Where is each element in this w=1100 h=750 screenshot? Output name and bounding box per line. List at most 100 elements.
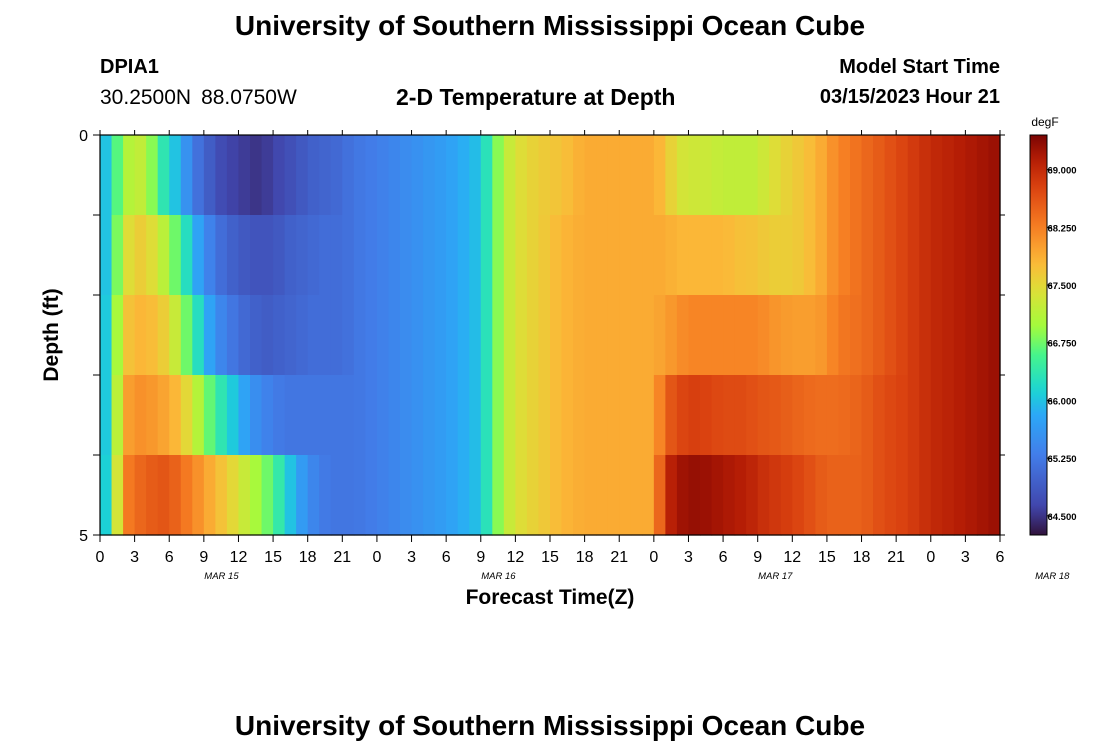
heatmap-cell	[319, 455, 332, 536]
heatmap-cell	[296, 455, 309, 536]
heatmap-cell	[526, 375, 540, 456]
heatmap-cell	[123, 375, 136, 456]
heatmap-cell	[976, 295, 990, 376]
x-tick-label: 15	[541, 549, 559, 566]
heatmap-cell	[146, 375, 159, 456]
x-tick-label: 9	[753, 549, 762, 566]
heatmap-cell	[976, 215, 990, 296]
heatmap-cell	[226, 375, 240, 456]
heatmap-cell	[642, 135, 655, 216]
heatmap-cell	[376, 375, 390, 456]
heatmap-cell	[238, 455, 251, 536]
heatmap-cell	[584, 375, 597, 456]
heatmap-cell	[238, 295, 251, 376]
heatmap-cell	[838, 135, 851, 216]
heatmap-cell	[584, 295, 597, 376]
heatmap-cell	[469, 215, 482, 296]
heatmap-cell	[100, 295, 113, 376]
y-axis: 05	[79, 128, 1005, 545]
x-axis: 0 3 6 9 12 15 18 21 0 3 6 9 12 15 18 21 0 3 6 9 12 15 18 21 0 3 6 M…	[96, 130, 1070, 582]
heatmap-cell	[446, 295, 459, 376]
x-tick-label: 21	[887, 549, 905, 566]
heatmap-cell	[353, 295, 366, 376]
latitude: 30.2500N	[100, 86, 192, 109]
heatmap-cell	[526, 135, 540, 216]
heatmap-cell	[573, 135, 586, 216]
heatmap-cells	[100, 135, 1001, 536]
y-axis-label: Depth (ft)	[40, 288, 63, 381]
heatmap-cell	[976, 375, 990, 456]
heatmap-cell	[123, 455, 136, 536]
heatmap-cell	[192, 295, 205, 376]
heatmap-cell	[584, 455, 597, 536]
heatmap-cell	[861, 295, 874, 376]
heatmap-cell	[815, 215, 828, 296]
heatmap-cell	[423, 295, 436, 376]
heatmap-cell	[100, 375, 113, 456]
heatmap-cell	[492, 135, 505, 216]
heatmap-cell	[596, 295, 609, 376]
heatmap-cell	[723, 295, 736, 376]
heatmap-cell	[111, 295, 124, 376]
heatmap-cell	[676, 215, 690, 296]
station-id: DPIA1	[100, 56, 159, 78]
heatmap-cell	[803, 455, 816, 536]
heatmap-cell	[884, 375, 897, 456]
heatmap-cell	[100, 455, 113, 536]
colorbar-ticks: 64.500 65.250 66.000 66.750 67.500 68.250 69.0…	[1047, 166, 1077, 523]
x-date-label: MAR 17	[758, 571, 793, 582]
colorbar-tick-label: 67.500	[1047, 281, 1076, 292]
temperature-heatmap-chart: 0 3 6 9 12 15 18 21 0 3 6 9 12 15 18 21 0 3 6 9 12 15 18 21 0 3 6 M…	[40, 115, 1077, 609]
heatmap-cell	[169, 375, 182, 456]
heatmap-cell	[203, 215, 216, 296]
heatmap-cell	[653, 215, 666, 296]
heatmap-cell	[100, 215, 113, 296]
heatmap-cell	[215, 295, 228, 376]
heatmap-cell	[538, 455, 551, 536]
heatmap-cell	[734, 295, 747, 376]
heatmap-cell	[642, 215, 655, 296]
heatmap-cell	[515, 375, 528, 456]
heatmap-cell	[630, 135, 643, 216]
heatmap-cell	[469, 455, 482, 536]
heatmap-cell	[700, 215, 713, 296]
heatmap-cell	[423, 135, 436, 216]
heatmap-cell	[515, 295, 528, 376]
colorbar-tick-label: 66.750	[1047, 339, 1076, 350]
x-tick-label: 15	[818, 549, 836, 566]
heatmap-cell	[319, 215, 332, 296]
heatmap-cell	[492, 375, 505, 456]
heatmap-cell	[942, 215, 955, 296]
heatmap-cell	[676, 375, 690, 456]
heatmap-cell	[284, 375, 297, 456]
heatmap-cell	[665, 455, 678, 536]
heatmap-cell	[619, 375, 632, 456]
heatmap-cell	[469, 295, 482, 376]
heatmap-cell	[319, 135, 332, 216]
heatmap-cell	[607, 215, 620, 296]
heatmap-cell	[457, 375, 470, 456]
heatmap-cell	[365, 135, 378, 216]
heatmap-cell	[838, 295, 851, 376]
heatmap-cell	[907, 295, 920, 376]
colorbar-tick-label: 68.250	[1047, 223, 1076, 234]
heatmap-cell	[619, 455, 632, 536]
heatmap-cell	[157, 295, 170, 376]
heatmap-cell	[203, 375, 216, 456]
heatmap-cell	[746, 375, 759, 456]
heatmap-cell	[550, 215, 563, 296]
heatmap-cell	[250, 455, 263, 536]
heatmap-cell	[146, 135, 159, 216]
heatmap-cell	[342, 455, 355, 536]
heatmap-cell	[365, 455, 378, 536]
heatmap-cell	[423, 215, 436, 296]
heatmap-cell	[607, 375, 620, 456]
heatmap-cell	[561, 135, 574, 216]
x-tick-label: 6	[165, 549, 174, 566]
heatmap-cell	[273, 375, 286, 456]
x-tick-label: 3	[684, 549, 693, 566]
heatmap-cell	[480, 375, 493, 456]
x-tick-label: 3	[130, 549, 139, 566]
heatmap-cell	[850, 135, 863, 216]
heatmap-cell	[226, 135, 240, 216]
